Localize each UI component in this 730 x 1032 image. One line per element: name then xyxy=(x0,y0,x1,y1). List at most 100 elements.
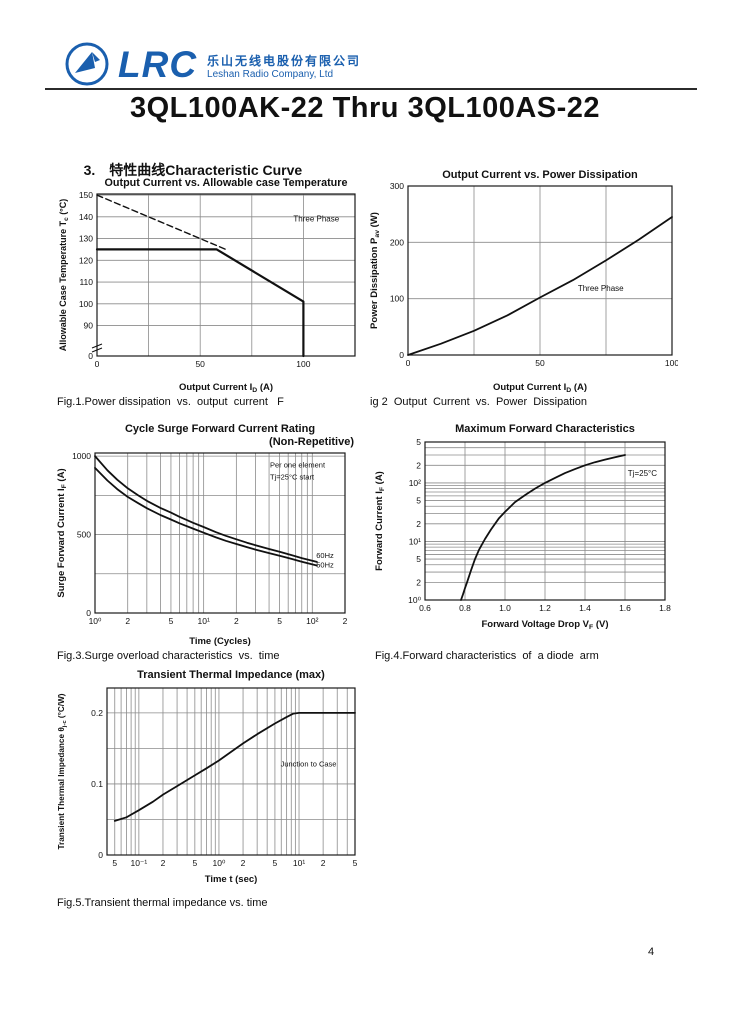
section-title: 特性曲线Characteristic Curve xyxy=(109,162,303,178)
svg-text:Per one element: Per one element xyxy=(270,460,326,469)
curve-thermal-impedance xyxy=(113,712,356,822)
svg-text:2: 2 xyxy=(161,858,166,868)
lrc-logo-text: LRC xyxy=(118,43,198,85)
svg-text:100: 100 xyxy=(665,358,678,368)
fig4-caption: Fig.4.Forward characteristics of a diode… xyxy=(375,650,599,662)
svg-text:100: 100 xyxy=(79,299,93,309)
svg-text:10¹: 10¹ xyxy=(197,616,209,626)
svg-text:0: 0 xyxy=(88,351,93,361)
svg-text:90: 90 xyxy=(84,321,94,331)
svg-text:Three Phase: Three Phase xyxy=(293,215,339,224)
svg-text:110: 110 xyxy=(79,277,93,287)
svg-text:5: 5 xyxy=(416,554,421,564)
svg-text:Output Current ID (A): Output Current ID (A) xyxy=(493,382,587,394)
svg-text:Maximum Forward Characteristic: Maximum Forward Characteristics xyxy=(455,423,635,435)
svg-text:1.2: 1.2 xyxy=(539,603,551,613)
section-number: 3. xyxy=(83,162,96,178)
curve-forward-vi xyxy=(460,454,626,601)
svg-text:10⁰: 10⁰ xyxy=(89,616,102,626)
svg-text:Time (Cycles): Time (Cycles) xyxy=(189,636,251,647)
svg-text:Surge Forward Current IF (A): Surge Forward Current IF (A) xyxy=(56,468,68,597)
svg-text:0.6: 0.6 xyxy=(419,603,431,613)
svg-text:1.8: 1.8 xyxy=(659,603,671,613)
svg-text:2: 2 xyxy=(321,858,326,868)
fig2-caption: ig 2 Output Current vs. Power Dissipatio… xyxy=(370,396,588,408)
company-name-chinese: 乐山无线电股份有限公司 xyxy=(207,54,362,68)
svg-text:(Non-Repetitive): (Non-Repetitive) xyxy=(269,436,354,448)
svg-text:Output Current vs. Power Dissi: Output Current vs. Power Dissipation xyxy=(442,169,638,181)
svg-text:150: 150 xyxy=(79,190,93,200)
lrc-logo: LRC 乐山无线电股份有限公司 Leshan Radio Company, Lt… xyxy=(62,40,361,88)
svg-text:5: 5 xyxy=(416,437,421,447)
svg-text:140: 140 xyxy=(79,212,93,222)
svg-text:0: 0 xyxy=(95,359,100,369)
svg-text:10²: 10² xyxy=(409,478,421,488)
svg-text:Tj=25°C: Tj=25°C xyxy=(628,469,657,478)
svg-text:Tj=25°C start: Tj=25°C start xyxy=(270,472,315,481)
svg-text:2: 2 xyxy=(416,519,421,529)
svg-text:Cycle Surge Forward Current Ra: Cycle Surge Forward Current Rating xyxy=(125,423,315,435)
fig1-caption: Fig.1.Power dissipation vs. output curre… xyxy=(57,396,284,408)
page-number: 4 xyxy=(648,946,655,958)
svg-text:Transient Thermal Impedance (m: Transient Thermal Impedance (max) xyxy=(137,669,325,681)
curve-three-phase-solid xyxy=(95,248,305,358)
svg-text:10¹: 10¹ xyxy=(409,536,421,546)
svg-text:Three Phase: Three Phase xyxy=(578,284,624,293)
svg-text:50Hz: 50Hz xyxy=(316,560,334,569)
curve-power-dissipation xyxy=(407,216,673,356)
svg-text:100: 100 xyxy=(390,294,404,304)
svg-text:2: 2 xyxy=(125,616,130,626)
svg-text:120: 120 xyxy=(79,255,93,265)
fig1-output-current-vs-case-temperature-chart: 0 50 100 0 90 100 110 120 130 140 150 Output Curren… xyxy=(58,177,356,394)
svg-text:10⁻¹: 10⁻¹ xyxy=(130,858,147,868)
svg-text:5: 5 xyxy=(416,496,421,506)
svg-text:0: 0 xyxy=(98,850,103,860)
lrc-logo-icon xyxy=(65,42,109,86)
svg-text:10²: 10² xyxy=(306,616,318,626)
company-name-english: Leshan Radio Company, Ltd xyxy=(207,69,334,80)
svg-text:Power Dissipation Pav (W): Power Dissipation Pav (W) xyxy=(369,212,381,329)
svg-text:100: 100 xyxy=(296,359,310,369)
svg-text:10¹: 10¹ xyxy=(293,858,305,868)
svg-text:Output Current vs. Allowable c: Output Current vs. Allowable case Temper… xyxy=(105,177,348,189)
header-divider xyxy=(45,88,697,90)
curve-surge-50hz xyxy=(94,467,318,567)
curve-surge-60hz xyxy=(94,455,318,563)
svg-text:0.1: 0.1 xyxy=(91,779,103,789)
svg-text:0: 0 xyxy=(399,350,404,360)
svg-text:130: 130 xyxy=(79,234,93,244)
svg-text:2: 2 xyxy=(241,858,246,868)
svg-text:Forward Voltage Drop VF (V): Forward Voltage Drop VF (V) xyxy=(482,619,609,631)
svg-text:2: 2 xyxy=(416,577,421,587)
svg-text:0: 0 xyxy=(86,608,91,618)
svg-text:0.8: 0.8 xyxy=(459,603,471,613)
svg-text:10⁰: 10⁰ xyxy=(213,858,226,868)
svg-text:Allowable Case Temperature Tc: Allowable Case Temperature Tc (°C) xyxy=(58,199,70,352)
svg-text:5: 5 xyxy=(112,858,117,868)
svg-text:2: 2 xyxy=(234,616,239,626)
svg-text:1.0: 1.0 xyxy=(499,603,511,613)
svg-text:Time t (sec): Time t (sec) xyxy=(205,874,258,885)
svg-text:2: 2 xyxy=(416,460,421,470)
svg-text:1000: 1000 xyxy=(72,451,91,461)
svg-text:50: 50 xyxy=(535,358,545,368)
fig4-maximum-forward-characteristics-chart: 0.6 0.8 1.0 1.2 1.4 1.6 1.8 10⁰ 2 5 10¹ 2 5 10² 2 5 Maxi… xyxy=(374,423,671,631)
svg-text:5: 5 xyxy=(169,616,174,626)
svg-text:50: 50 xyxy=(195,359,205,369)
svg-text:5: 5 xyxy=(353,858,358,868)
fig3-caption: Fig.3.Surge overload characteristics vs.… xyxy=(57,650,280,662)
company-name-block: 乐山无线电股份有限公司 Leshan Radio Company, Ltd xyxy=(207,52,361,80)
fig3-cycle-surge-forward-current-chart: 10⁰ 2 5 10¹ 2 5 10² 2 0 500 1000 Cycle Surge Forwar… xyxy=(56,423,354,647)
svg-text:1.6: 1.6 xyxy=(619,603,631,613)
svg-text:5: 5 xyxy=(277,616,282,626)
curve-single-phase-dashed xyxy=(96,194,228,251)
part-number-title: 3QL100AK-22 Thru 3QL100AS-22 xyxy=(129,92,601,124)
svg-text:5: 5 xyxy=(192,858,197,868)
svg-text:2: 2 xyxy=(343,616,348,626)
svg-text:Forward Current IF (A): Forward Current IF (A) xyxy=(374,471,386,571)
svg-text:Junction to Case: Junction to Case xyxy=(281,759,337,768)
fig2-output-current-vs-power-dissipation-chart: 0 50 100 0 100 200 300 Output Current vs. Power… xyxy=(369,169,678,394)
svg-text:500: 500 xyxy=(77,530,91,540)
